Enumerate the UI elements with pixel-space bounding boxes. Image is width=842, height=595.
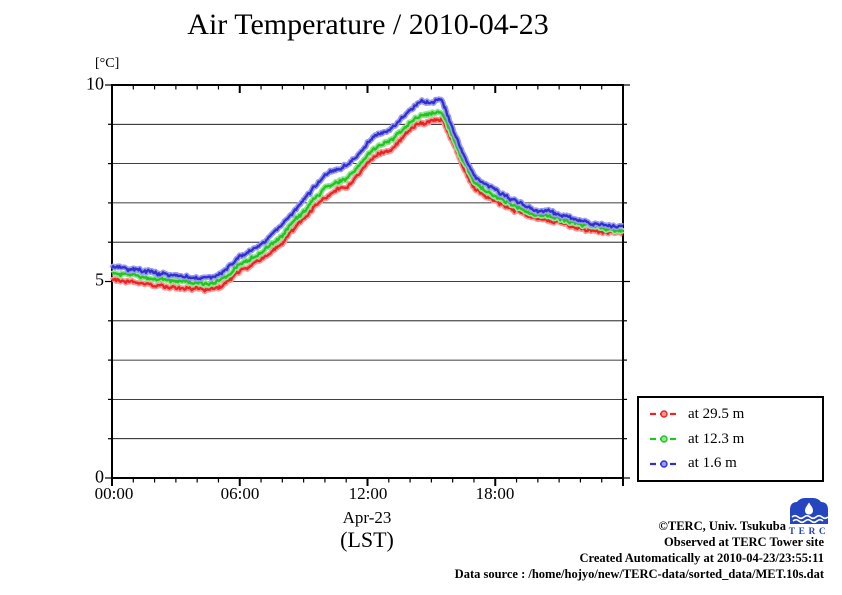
legend-marker-12-3m: [650, 435, 678, 443]
terc-logo: TERC: [789, 498, 829, 537]
legend-item-12-3m: at 12.3 m: [649, 431, 822, 448]
credit-data-source: Data source : /home/hojyo/new/TERC-data/…: [454, 567, 824, 581]
legend-label-12-3m: at 12.3 m: [688, 430, 745, 447]
legend-marker-29-5m: [650, 410, 678, 418]
series-line-0: [111, 117, 624, 293]
x-tick-label-0600: 06:00: [220, 484, 260, 503]
x-axis-date-label: Apr-23: [342, 508, 392, 527]
legend-marker-1-6m: [650, 460, 678, 468]
legend-label-29-5m: at 29.5 m: [688, 405, 745, 422]
x-tick-label-1200: 12:00: [348, 484, 388, 503]
terc-logo-text: TERC: [789, 527, 829, 537]
y-tick-label-10: 10: [86, 73, 104, 94]
x-tick-label-0000: 00:00: [94, 484, 134, 503]
series-line-2: [110, 97, 624, 281]
series-line-1: [111, 110, 624, 287]
chart-title: Air Temperature / 2010-04-23: [187, 8, 549, 41]
credit-copyright: ©TERC, Univ. Tsukuba: [658, 519, 786, 533]
legend-label-1-6m: at 1.6 m: [688, 455, 737, 472]
series-halo-1: [110, 108, 625, 288]
y-tick-label-5: 5: [95, 269, 104, 290]
credit-observed-site: Observed at TERC Tower site: [664, 535, 824, 549]
x-tick-label-1800: 18:00: [475, 484, 515, 503]
x-axis-timezone-label: (LST): [340, 527, 394, 552]
y-tick-label-0: 0: [95, 466, 104, 487]
legend-box: at 29.5 m at 12.3 m at 1.6 m: [637, 396, 824, 482]
series-halo-2: [109, 96, 625, 282]
credit-created-timestamp: Created Automatically at 2010-04-23/23:5…: [579, 551, 824, 565]
plot-border: [111, 84, 624, 479]
legend-item-29-5m: at 29.5 m: [649, 406, 822, 423]
legend-item-1-6m: at 1.6 m: [649, 455, 822, 472]
y-axis-unit-label: [°C]: [95, 56, 120, 71]
